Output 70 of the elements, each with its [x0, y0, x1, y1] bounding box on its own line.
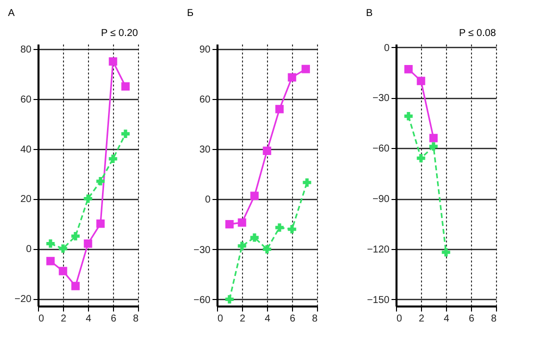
y-tick-label: 60 [199, 94, 211, 106]
x-tick-label: 2 [60, 314, 67, 324]
point [416, 154, 426, 162]
text: P ≤ 0.08 [459, 28, 496, 39]
y-tick-label: −120 [366, 244, 390, 256]
x-tick-label: 0 [396, 314, 402, 324]
point [96, 219, 105, 228]
y-tick-label: 0 [204, 194, 211, 206]
y-tick-label: −30 [194, 244, 211, 256]
x-tick-label: 8 [490, 314, 497, 324]
point [108, 154, 118, 163]
y-tick-label: 0 [384, 42, 390, 54]
x-tick-label: 4 [444, 314, 450, 324]
x-tick-label: 4 [264, 314, 271, 324]
y-tick-label: 40 [20, 144, 32, 156]
point [442, 248, 450, 256]
point [58, 244, 68, 253]
x-tick-label: 4 [86, 314, 92, 324]
point [225, 220, 234, 228]
chart-title: А [8, 8, 15, 19]
point [108, 57, 118, 66]
point [262, 146, 272, 155]
point [416, 76, 426, 86]
point [71, 282, 80, 290]
y-tick-label: 90 [199, 44, 211, 56]
point [46, 239, 55, 248]
y-tick-label: −150 [366, 294, 390, 306]
point [250, 192, 259, 200]
point [238, 218, 246, 227]
chart-title: В [366, 8, 373, 19]
point [46, 256, 55, 266]
y-tick-label: 80 [20, 44, 32, 56]
chart-title: Б [187, 8, 194, 19]
point [121, 130, 130, 138]
y-tick-label: −20 [14, 294, 32, 306]
x-tick-label: 6 [110, 314, 117, 324]
point [84, 239, 92, 248]
y-tick-label: −60 [372, 144, 390, 155]
point [275, 104, 284, 114]
point [84, 194, 92, 203]
point [58, 266, 68, 276]
y-tick-label: −30 [372, 93, 390, 104]
y-tick-label: 30 [199, 144, 211, 156]
x-tick-label: 2 [418, 314, 425, 324]
y-tick-label: −90 [372, 194, 390, 206]
point [288, 225, 296, 234]
point [96, 177, 105, 186]
point [404, 112, 413, 120]
point [404, 65, 413, 74]
y-tick-label: 0 [26, 244, 32, 256]
x-tick-label: 0 [218, 314, 224, 324]
point [429, 134, 438, 142]
point [121, 82, 130, 91]
x-tick-label: 0 [38, 314, 44, 324]
point [225, 295, 234, 304]
point [302, 64, 310, 74]
y-tick-label: 20 [20, 194, 32, 206]
y-tick-label: 60 [20, 94, 32, 106]
x-tick-label: 8 [312, 314, 318, 324]
x-tick-label: 6 [468, 314, 475, 324]
y-tick-label: −60 [194, 294, 211, 306]
point [262, 245, 272, 254]
x-tick-label: 8 [132, 314, 139, 324]
point [71, 232, 80, 240]
point [238, 242, 246, 250]
text: P ≤ 0.20 [101, 28, 138, 39]
x-tick-label: 6 [290, 314, 296, 324]
x-tick-label: 2 [240, 314, 246, 324]
point [288, 73, 296, 82]
point [250, 233, 259, 242]
